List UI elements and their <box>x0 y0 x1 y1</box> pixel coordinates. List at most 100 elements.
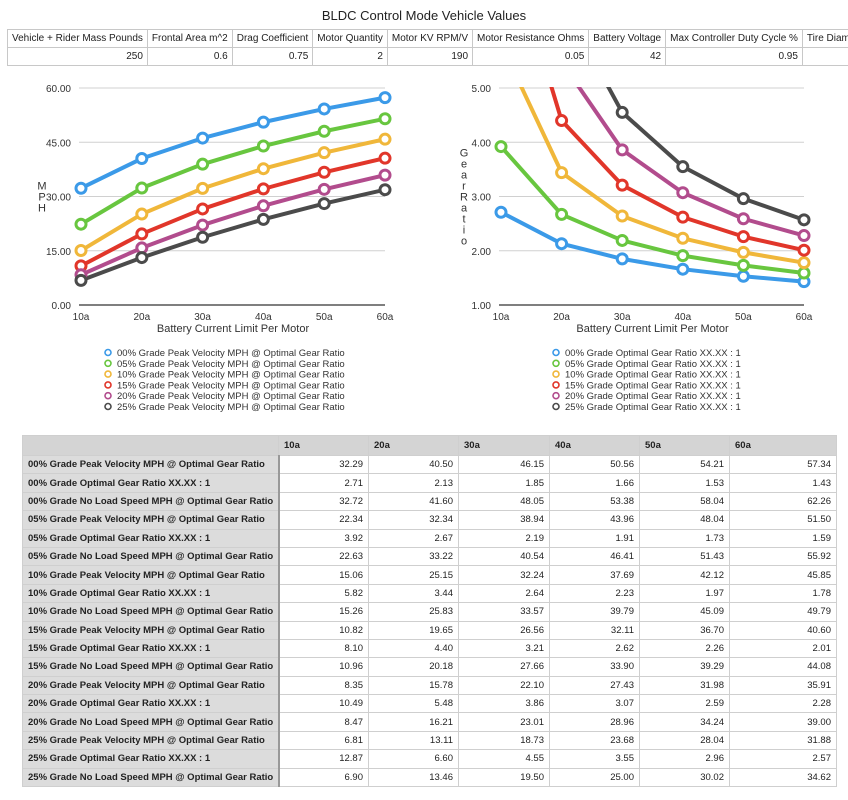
cell-value: 23.68 <box>549 730 640 751</box>
legend-label: 05% Grade Optimal Gear Ratio XX.XX : 1 <box>565 359 741 370</box>
legend-label: 05% Grade Peak Velocity MPH @ Optimal Ge… <box>117 359 345 370</box>
cell-value: 34.24 <box>639 712 730 732</box>
cell-value: 2.23 <box>549 583 640 604</box>
legend-label: 20% Grade Optimal Gear Ratio XX.XX : 1 <box>565 391 741 402</box>
y-tick-label: 60.00 <box>46 84 71 95</box>
cell-value: 2.59 <box>639 694 730 714</box>
cell-value: 32.29 <box>278 454 369 475</box>
cell-value: 4.40 <box>368 638 459 659</box>
row-label: 20% Grade No Load Speed MPH @ Optimal Ge… <box>22 712 280 732</box>
cell-value: 6.90 <box>278 767 369 788</box>
data-point <box>317 124 331 138</box>
cell-value: 10.49 <box>278 694 369 714</box>
row-label: 10% Grade Peak Velocity MPH @ Optimal Ge… <box>22 565 280 585</box>
cell-value: 13.46 <box>368 767 459 788</box>
cell-value: 30.02 <box>639 767 730 788</box>
series-line <box>80 187 386 283</box>
series-line <box>500 210 805 284</box>
y-tick-label: 1.00 <box>472 301 492 312</box>
cell-value: 51.43 <box>639 546 730 567</box>
x-tick-label: 10a <box>493 312 510 323</box>
table-row: 20% Grade No Load Speed MPH @ Optimal Ge… <box>22 712 837 732</box>
param-value: 190 <box>386 47 474 66</box>
data-point <box>615 105 629 119</box>
table-row: 10% Grade No Load Speed MPH @ Optimal Ge… <box>22 602 837 622</box>
param-header: Drag Coefficient <box>231 29 314 48</box>
cell-value: 10.82 <box>278 620 369 640</box>
cell-value: 10.96 <box>278 657 369 677</box>
cell-value: 19.50 <box>458 767 550 788</box>
y-tick-label: 4.00 <box>472 138 492 149</box>
plot-area <box>74 91 392 287</box>
plot-area <box>494 87 811 289</box>
cell-value: 57.34 <box>729 454 837 475</box>
y-tick-label: 45.00 <box>46 138 71 149</box>
legend-label: 00% Grade Optimal Gear Ratio XX.XX : 1 <box>565 348 741 359</box>
row-label: 15% Grade Optimal Gear Ratio XX.XX : 1 <box>22 638 280 659</box>
data-point <box>378 132 392 146</box>
cell-value: 2.01 <box>729 638 837 659</box>
legend-item: 20% Grade Peak Velocity MPH @ Optimal Ge… <box>104 391 345 402</box>
cell-value: 44.08 <box>729 657 837 677</box>
legend-marker-icon <box>552 359 560 368</box>
table-row: 05% Grade Peak Velocity MPH @ Optimal Ge… <box>22 510 837 530</box>
x-axis-title: Battery Current Limit Per Motor <box>157 323 310 335</box>
velocity-chart: 0.00 15.00 30.00 45.00 60.00 10a 20a 30a 40a 50a 6… <box>37 84 393 413</box>
table-row: 10% Grade Peak Velocity MPH @ Optimal Ge… <box>22 565 837 585</box>
cell-value: 28.04 <box>639 730 730 751</box>
data-point <box>555 166 569 180</box>
data-point <box>378 91 392 105</box>
cell-value: 2.96 <box>639 749 730 769</box>
cell-value: 58.04 <box>639 491 730 512</box>
data-point <box>317 182 331 196</box>
param-value: 0.75 <box>231 47 314 66</box>
y-tick-label: 5.00 <box>472 84 492 95</box>
legend-item: 25% Grade Optimal Gear Ratio XX.XX : 1 <box>552 402 741 413</box>
cell-value: 33.57 <box>458 602 550 622</box>
row-label: 15% Grade Peak Velocity MPH @ Optimal Ge… <box>22 620 280 640</box>
data-point <box>317 146 331 160</box>
data-point <box>256 212 270 226</box>
x-tick-label: 40a <box>255 312 272 323</box>
cell-value: 35.91 <box>729 675 837 696</box>
y-tick-label: 15.00 <box>46 247 71 258</box>
row-label: 00% Grade Peak Velocity MPH @ Optimal Ge… <box>22 454 280 475</box>
cell-value: 34.62 <box>729 767 837 788</box>
cell-value: 48.05 <box>458 491 550 512</box>
legend-marker-icon <box>104 348 112 357</box>
column-header: 10a <box>278 435 369 456</box>
cell-value: 1.53 <box>639 473 730 493</box>
row-label: 00% Grade No Load Speed MPH @ Optimal Ge… <box>22 491 280 512</box>
x-tick-label: 60a <box>796 312 813 323</box>
data-point <box>256 199 270 213</box>
cell-value: 39.79 <box>549 602 640 622</box>
cell-value: 28.96 <box>549 712 640 732</box>
cell-value: 41.60 <box>368 491 459 512</box>
x-tick-label: 20a <box>553 312 570 323</box>
legend-marker-icon <box>552 402 560 411</box>
legend-marker-icon <box>552 381 560 389</box>
data-point <box>615 209 629 223</box>
param-header: Frontal Area m^2 <box>146 29 233 48</box>
cell-value: 32.24 <box>458 565 550 585</box>
cell-value: 3.07 <box>549 694 640 714</box>
cell-value: 1.43 <box>729 473 837 493</box>
cell-value: 53.38 <box>549 491 640 512</box>
cell-value: 16.21 <box>368 712 459 732</box>
cell-value: 2.71 <box>278 473 369 493</box>
data-point <box>196 131 210 145</box>
cell-value: 31.88 <box>729 730 837 751</box>
cell-value: 54.21 <box>639 454 730 475</box>
cell-value: 25.15 <box>368 565 459 585</box>
legend-item: 15% Grade Peak Velocity MPH @ Optimal Ge… <box>104 380 345 391</box>
column-header: 20a <box>368 435 459 456</box>
cell-value: 50.56 <box>549 454 640 475</box>
data-point <box>317 102 331 116</box>
cell-value: 31.98 <box>639 675 730 696</box>
data-point <box>615 233 629 247</box>
data-point <box>378 183 392 197</box>
data-point <box>676 186 690 200</box>
data-point <box>736 269 750 283</box>
